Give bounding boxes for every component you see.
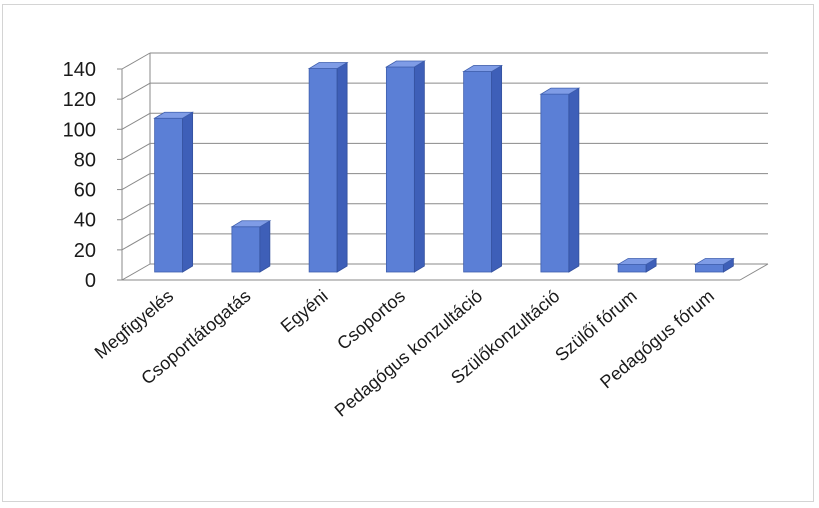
grid-diagonal (121, 142, 151, 160)
bar-front (540, 93, 570, 273)
bar-front (154, 117, 184, 273)
bar-top (307, 62, 349, 69)
grid-diagonal (121, 82, 151, 100)
bars (153, 60, 735, 273)
bar-top (462, 65, 504, 72)
grid-diagonal (121, 203, 151, 221)
bar (462, 64, 504, 273)
floor-edge (739, 263, 769, 281)
bar-front (308, 68, 338, 273)
bar-front (617, 264, 647, 273)
bar-side (336, 61, 348, 273)
bar-front (385, 66, 415, 273)
grid-diagonal (121, 112, 151, 130)
bar-top (693, 258, 735, 265)
bar-top (616, 258, 658, 265)
bar-front (463, 71, 493, 273)
category-label: Egyéni (277, 286, 332, 337)
bar-front (231, 226, 261, 273)
y-tick-label: 80 (74, 149, 96, 171)
bar-side (259, 220, 271, 273)
bar-top (384, 60, 426, 68)
y-tick-label: 120 (63, 89, 96, 111)
y-tick-label: 20 (74, 240, 96, 262)
bar-front (694, 264, 724, 273)
bar-top (153, 111, 195, 119)
bar-side (182, 111, 194, 273)
chart-frame (2, 4, 814, 502)
y-tick-label: 100 (63, 119, 96, 141)
grid-diagonal (121, 173, 151, 191)
bar-top (539, 87, 581, 95)
y-tick-label: 0 (85, 270, 96, 292)
grid-diagonal (121, 233, 151, 251)
bar-side (568, 87, 580, 273)
bar-side (413, 60, 425, 273)
y-tick-label: 60 (74, 180, 96, 202)
grid-diagonal (121, 263, 151, 281)
category-label: Pedagógus konzultáció (331, 286, 486, 421)
bar (307, 61, 349, 273)
y-tick-labels: 0 20 40 60 80 100 120 140 (63, 59, 96, 292)
grid-diagonal (121, 52, 151, 70)
bar (693, 257, 735, 273)
bar (153, 111, 195, 273)
y-tick-label: 140 (63, 59, 96, 81)
bar (230, 220, 272, 273)
bar-top (230, 220, 272, 228)
bar (539, 87, 581, 273)
gridlines (121, 52, 768, 281)
axes (117, 53, 769, 281)
bar-side (491, 64, 503, 273)
bar (616, 257, 658, 273)
category-label: Csoportos (333, 286, 409, 354)
bar (384, 60, 426, 273)
y-tick-label: 40 (74, 210, 96, 232)
